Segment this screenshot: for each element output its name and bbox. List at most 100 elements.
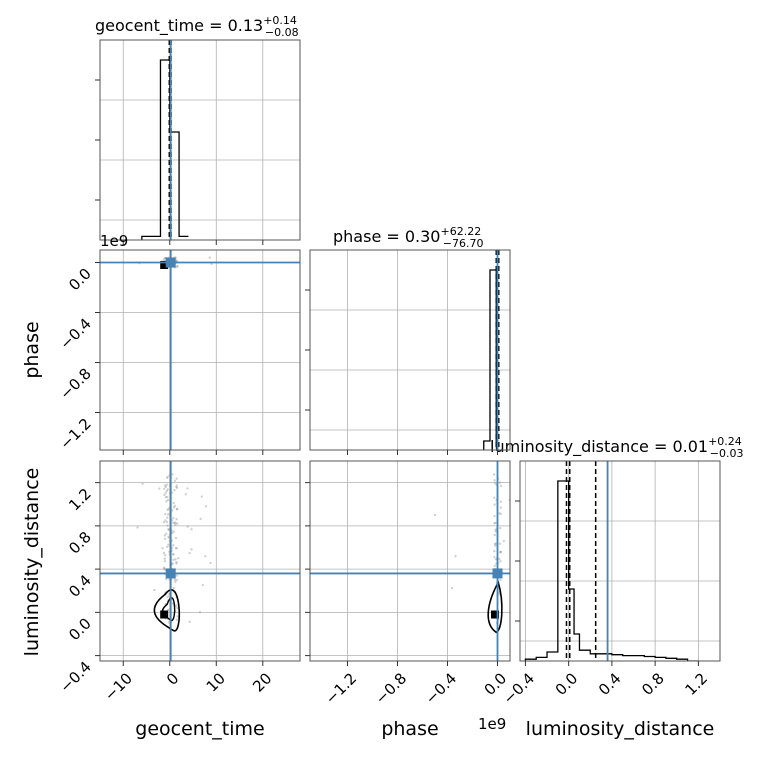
ticklabel-y: 0.0 (65, 265, 95, 295)
scatter-point (188, 620, 191, 624)
title-lower-error: −0.03 (710, 447, 744, 460)
scatter-point (166, 476, 169, 479)
scatter-point (165, 483, 169, 486)
scatter-point (175, 484, 178, 487)
median-marker (160, 261, 169, 269)
pair-panel-geocent_time-phase: −1.2 −0.8 −0.4 0.0 (56, 249, 301, 455)
scatter-point (162, 520, 166, 524)
scatter-point (493, 515, 496, 518)
title-upper-error: +0.14 (263, 14, 297, 27)
scatter-point (177, 556, 180, 560)
scatter-point (171, 562, 174, 565)
scatter-point (153, 588, 156, 592)
xlabel-phase: phase (381, 718, 438, 740)
scatter-point (175, 259, 178, 262)
scatter-point (172, 586, 176, 590)
scatter-point (499, 526, 502, 530)
truth-marker (165, 568, 176, 579)
scatter-point (493, 542, 497, 546)
scatter-point (499, 550, 503, 554)
scatter-point (174, 604, 178, 607)
scatter-point (186, 525, 189, 528)
scatter-point (158, 487, 161, 490)
pair-panel-phase-luminosity_distance: −1.2 −0.8 −0.4 0.0 (305, 460, 511, 708)
scatter-point (499, 484, 503, 488)
scatter-point (166, 595, 169, 598)
scatter-point (166, 513, 170, 516)
title-lower-error: −0.08 (265, 26, 299, 39)
scatter-point (166, 524, 169, 527)
scatter-point (172, 516, 175, 520)
ticklabel-y: −0.8 (56, 365, 94, 403)
ticklabel-y: 0.0 (65, 614, 95, 644)
ylabel-phase: phase (21, 321, 43, 378)
scatter-point (167, 535, 170, 538)
scatter-point (184, 493, 188, 496)
ticklabel-x: 0.8 (638, 669, 668, 699)
ticklabel-y: −0.4 (56, 315, 94, 353)
offset-label-phase-x: 1e9 (478, 715, 506, 733)
title-upper-error: +62.22 (440, 225, 481, 238)
diag-panel-geocent_time (95, 39, 301, 245)
scatter-point (172, 501, 175, 505)
panel-frame (309, 460, 511, 662)
ticklabel-x: −10 (101, 669, 136, 704)
scatter-point (186, 487, 189, 490)
xlabel-geocent-time: geocent_time (135, 718, 264, 740)
panel-frame (99, 460, 301, 662)
scatter-point (176, 615, 179, 618)
scatter-point (172, 506, 176, 509)
scatter-point (494, 544, 497, 547)
scatter-point (136, 526, 139, 529)
truth-marker (165, 257, 176, 268)
scatter-point (176, 264, 179, 268)
scatter-point (167, 621, 170, 624)
scatter-point (163, 484, 167, 487)
scatter-point (175, 578, 179, 582)
scatter-point (163, 559, 167, 563)
ticklabel-x: 0 (163, 669, 182, 688)
ticklabel-x: 0.4 (595, 669, 625, 699)
ticklabel-x: 1.2 (682, 669, 712, 699)
scatter-point (498, 481, 502, 484)
scatter-point (164, 519, 167, 522)
scatter-point (201, 583, 205, 587)
scatter-point (163, 534, 166, 537)
scatter-point (172, 530, 176, 533)
scatter-point (204, 505, 208, 508)
scatter-point (164, 491, 167, 495)
scatter-point (176, 606, 179, 610)
scatter-point (167, 536, 171, 539)
pair-panel-geocent_time-luminosity_distance: −10 0 10 20 −0.4 0.0 0.4 0.8 1.2 (56, 460, 301, 704)
scatter-point (493, 556, 496, 559)
scatter-point (167, 507, 170, 511)
scatter-point (198, 610, 202, 614)
scatter-point (492, 473, 496, 476)
scatter-point (499, 578, 502, 582)
scatter-point (167, 527, 170, 531)
panel-frame (519, 460, 721, 662)
scatter-point (208, 256, 211, 259)
scatter-point (175, 562, 178, 565)
scatter-point (163, 553, 167, 557)
scatter-point (171, 509, 174, 512)
panel-content (100, 461, 300, 661)
scatter-point (175, 574, 179, 577)
scatter-point (200, 495, 203, 498)
scatter-point (493, 481, 497, 485)
contour-outer (487, 580, 503, 634)
ticklabel-x: −1.2 (322, 669, 360, 707)
scatter-point (171, 544, 175, 547)
scatter-point (163, 568, 166, 571)
scatter-point (176, 522, 179, 525)
panel-content (520, 461, 720, 661)
scatter-point (493, 549, 496, 553)
scatter-point (199, 517, 202, 521)
scatter-point (164, 485, 168, 489)
scatter-point (175, 517, 178, 521)
scatter-point (173, 578, 177, 581)
title-geocent-time: geocent_time = 0.13+0.14 −0.08 (95, 14, 299, 39)
scatter-point (165, 578, 168, 581)
ticklabel-y: −0.4 (56, 658, 94, 696)
scatter-point (141, 482, 144, 485)
